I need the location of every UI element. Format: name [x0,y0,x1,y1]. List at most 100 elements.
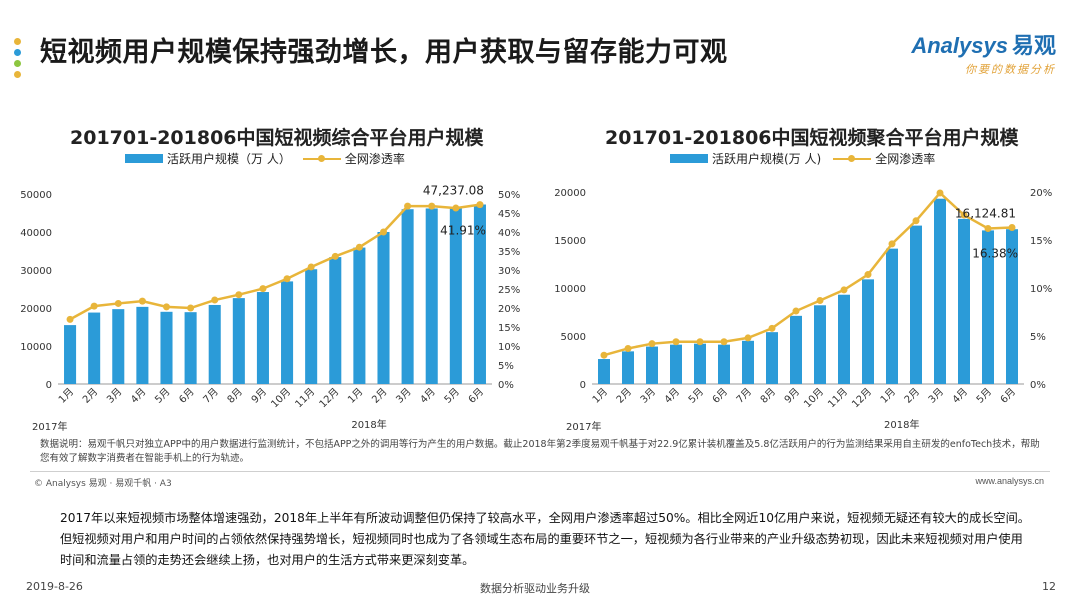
chart1-legend: 活跃用户规模（万 人） 全网渗透率 [125,150,405,167]
logo-cn: 易观 [1011,33,1056,58]
divider [30,471,1050,472]
x-tick-label: 12月 [317,386,342,411]
bar [718,344,730,384]
x-tick-label: 1月 [590,386,610,406]
bar-last-label: 16,124.81 [955,207,1016,221]
x-tick-label: 8月 [225,386,245,406]
line-last-label: 41.91% [440,224,486,238]
analysys-logo: Analysys 易观 你要的数据分析 [911,28,1056,77]
legend-line-swatch [833,154,872,162]
dot-4 [14,71,21,78]
bar [449,207,462,384]
x-tick-label: 2月 [80,386,100,406]
title-dots [14,38,22,82]
line-point [211,296,219,304]
line-point [404,202,412,210]
x-tick-label: 3月 [394,386,414,406]
line-point [355,243,363,251]
bar [958,218,970,384]
line-point [840,286,848,294]
bar [694,343,706,384]
logo-tagline: 你要的数据分析 [965,63,1056,76]
bar [112,309,125,384]
line-point [984,224,992,232]
line-point [696,338,704,346]
y-tick-label: 5000 [561,332,586,343]
x-tick-label: 5月 [442,386,462,406]
year-label-2018: 2018年 [884,418,919,431]
year-label-2017: 2017年 [566,420,601,433]
y-tick-label: 50000 [20,190,52,201]
line-point [283,275,291,283]
line-last-label: 16.38% [972,247,1018,261]
line-point [744,334,752,342]
y2-tick-label: 0% [1030,380,1046,391]
line-point [720,338,728,346]
bar [766,332,778,384]
bar [305,269,318,384]
x-tick-label: 6月 [177,386,197,406]
bar [742,340,754,384]
chart2-legend: 活跃用户规模(万 人) 全网渗透率 [670,150,935,167]
bar [184,312,197,384]
bar [281,281,294,384]
x-tick-label: 1月 [345,386,365,406]
line-point [936,189,944,197]
dot-2 [14,49,21,56]
y2-tick-label: 5% [498,361,514,372]
bar [353,247,366,384]
y-tick-label: 40000 [20,228,52,239]
x-tick-label: 2月 [902,386,922,406]
bar [598,359,610,384]
dot-1 [14,38,21,45]
legend-bar-swatch [670,154,708,163]
bar [886,248,898,384]
chart1-title: 201701-201806中国短视频综合平台用户规模 [70,127,484,149]
line-point [792,307,800,315]
x-tick-label: 6月 [466,386,486,406]
y-tick-label: 0 [46,380,52,391]
bar [136,306,149,384]
y2-tick-label: 45% [498,209,520,220]
chart1-legend-line: 全网渗透率 [344,152,405,166]
x-tick-label: 11月 [293,386,318,411]
year-label-2017: 2017年 [32,420,67,433]
line-point [768,324,776,332]
line-point [235,291,243,299]
x-tick-label: 9月 [782,386,802,406]
logo-en: Analysys [911,33,1008,58]
line-point [163,303,170,311]
year-label-2018: 2018年 [351,418,386,431]
x-tick-label: 1月 [56,386,76,406]
y2-tick-label: 30% [498,266,520,277]
line-point [187,304,195,312]
line-point [960,211,968,219]
bar [934,198,946,384]
bar [256,292,269,384]
line-point [816,296,824,304]
bar [670,344,682,384]
line-point [380,228,387,236]
line-point [476,201,484,209]
line-point [90,302,98,310]
x-tick-label: 3月 [926,386,946,406]
footer-website[interactable]: www.analysys.cn [975,476,1044,486]
x-tick-label: 7月 [201,386,221,406]
x-tick-label: 8月 [758,386,778,406]
line-point [331,252,339,260]
y2-tick-label: 35% [498,247,520,258]
y-tick-label: 15000 [554,236,586,247]
bar [64,325,77,384]
bar [425,208,438,384]
y2-tick-label: 10% [1030,284,1052,295]
line-point [672,338,680,346]
legend-line-swatch [302,154,341,162]
y2-tick-label: 20% [498,304,520,315]
slide-date: 2019-8-26 [26,580,83,593]
page-number: 12 [1042,580,1056,593]
dot-3 [14,60,21,67]
y2-tick-label: 25% [498,285,520,296]
bar [814,305,826,384]
page-title: 短视频用户规模保持强劲增长，用户获取与留存能力可观 [40,37,728,68]
